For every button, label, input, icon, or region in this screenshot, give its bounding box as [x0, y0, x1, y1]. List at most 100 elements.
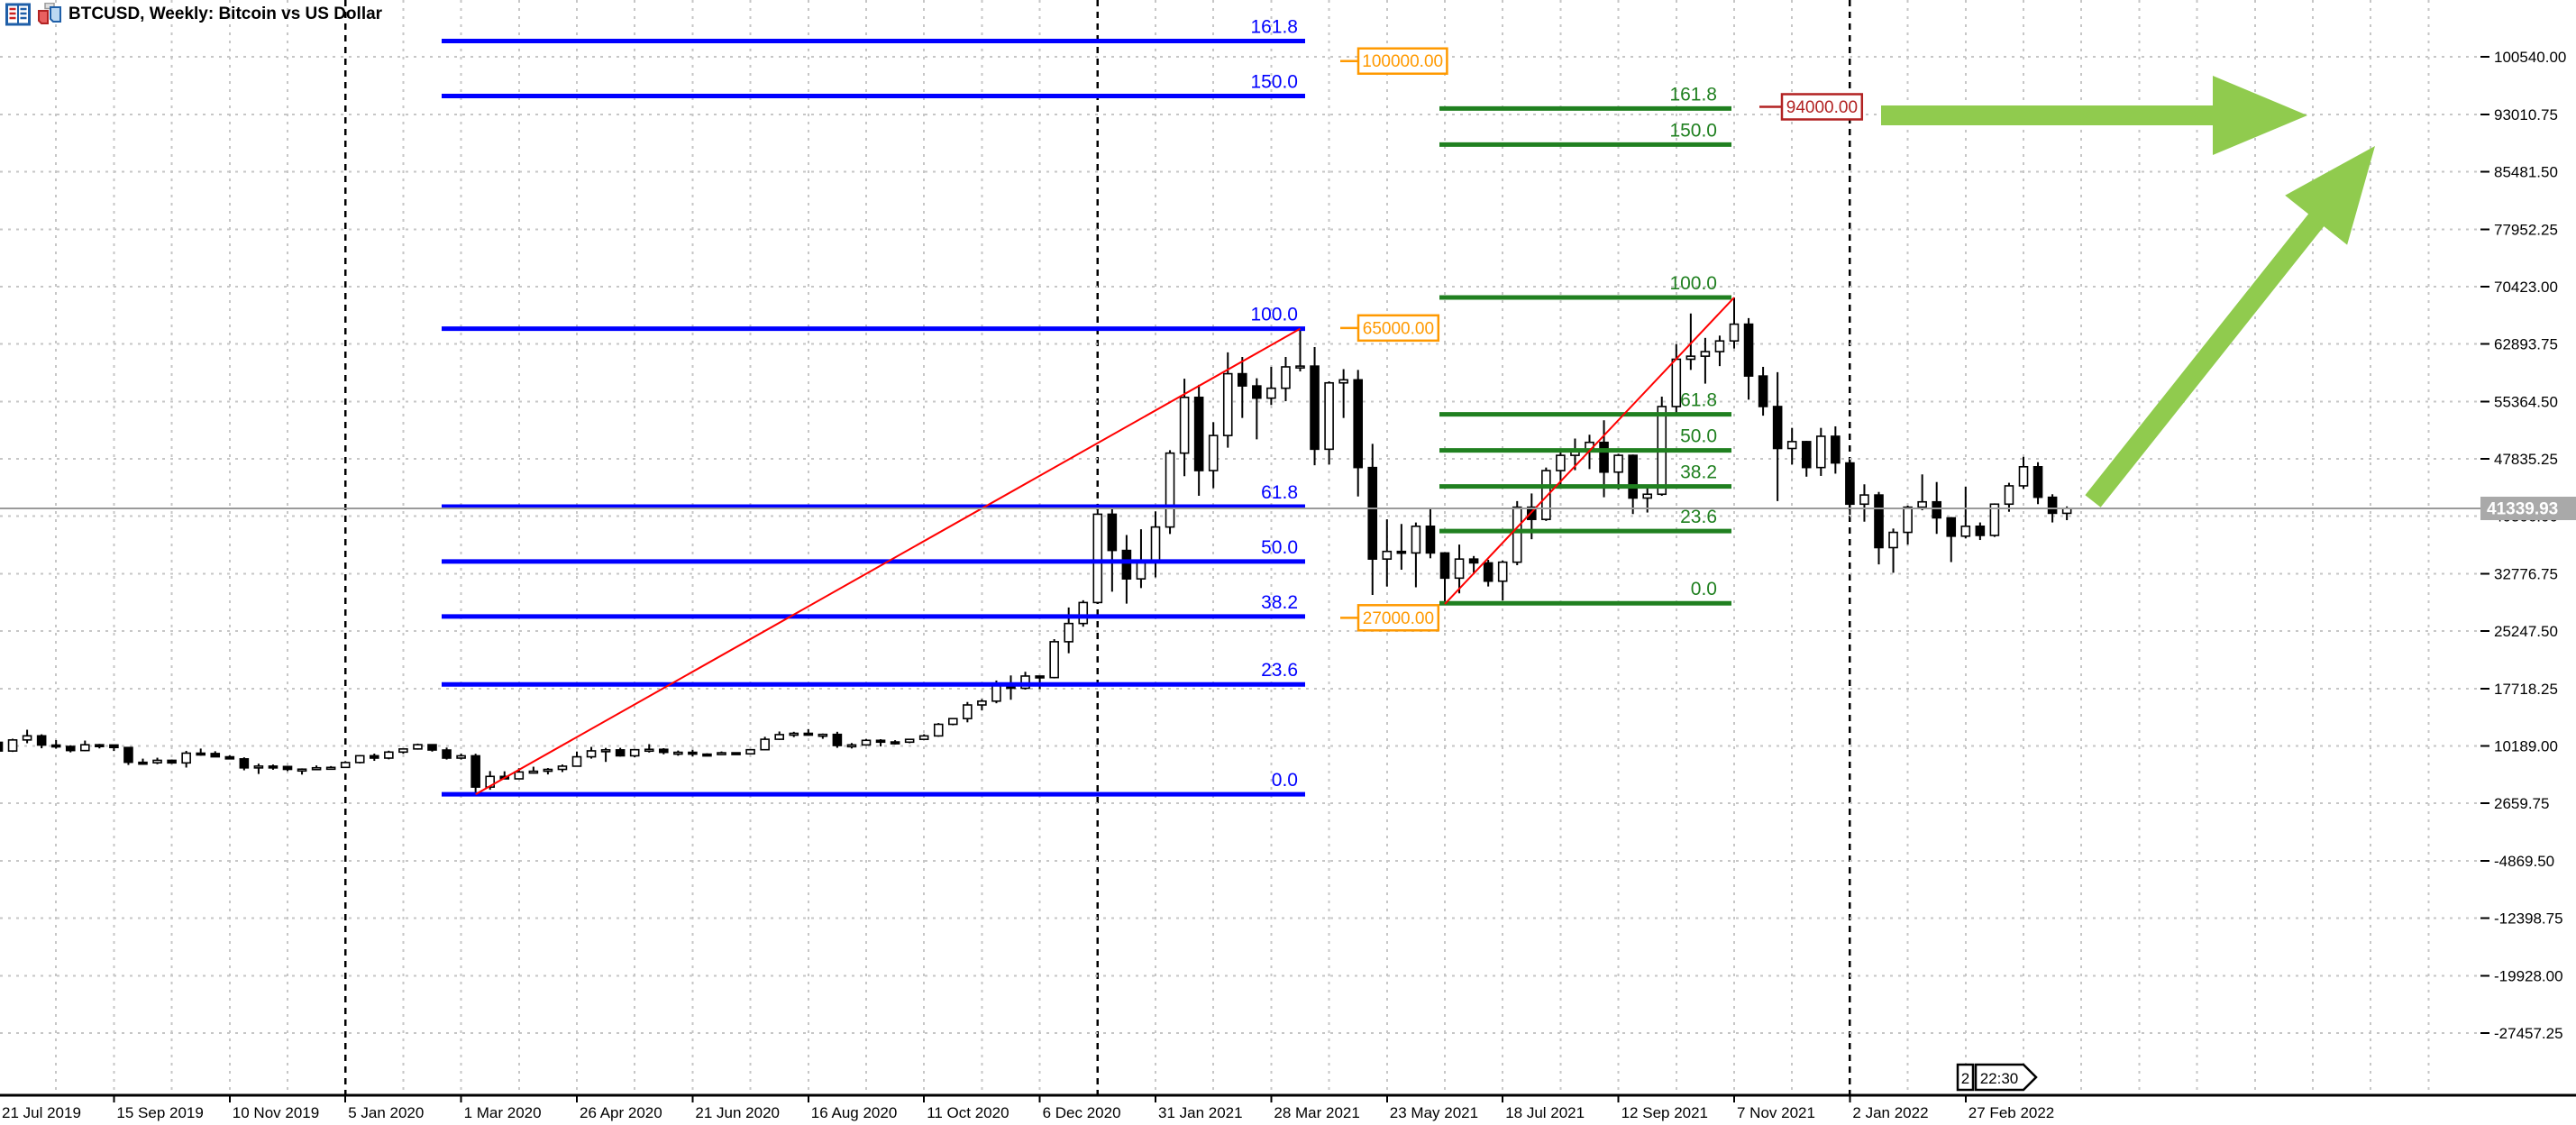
- candle: [65, 745, 76, 753]
- candle: [210, 751, 221, 758]
- chart-shift-icon[interactable]: [37, 3, 62, 26]
- candle: [1758, 366, 1768, 416]
- bar-countdown-days: 2: [1961, 1070, 1969, 1087]
- date-axis-label: 21 Jun 2020: [695, 1104, 780, 1121]
- candle: [1252, 378, 1262, 440]
- price-marker-box-100000.00[interactable]: [1357, 47, 1448, 75]
- fib-blue-level-label-38.2: 38.2: [1261, 592, 1298, 613]
- trendline-1[interactable]: [475, 327, 1301, 795]
- fib-green-level-label-161.8: 161.8: [1669, 84, 1717, 105]
- candle: [224, 755, 235, 760]
- candle: [369, 753, 379, 762]
- arrow-horizontal[interactable]: [1881, 76, 2307, 155]
- candle: [196, 748, 206, 756]
- candle: [1613, 453, 1623, 490]
- candle: [50, 740, 61, 749]
- candle: [1353, 370, 1363, 497]
- candle: [1121, 535, 1132, 604]
- candle: [1266, 366, 1276, 406]
- price-axis-label: 77952.25: [2494, 221, 2558, 238]
- fib-green-level-label-38.2: 38.2: [1680, 462, 1717, 483]
- trendline-2[interactable]: [1444, 297, 1735, 605]
- candle: [354, 755, 365, 764]
- candle: [615, 747, 626, 757]
- price-axis-label: -27457.25: [2494, 1025, 2563, 1042]
- price-marker-label: 65000.00: [1363, 319, 1434, 338]
- date-axis-label: 5 Jan 2020: [348, 1104, 424, 1121]
- date-axis-label: 28 Mar 2021: [1274, 1104, 1359, 1121]
- candle: [1310, 346, 1320, 466]
- candle: [731, 752, 741, 755]
- candle: [1483, 560, 1494, 587]
- candle: [1888, 528, 1898, 573]
- candle: [1222, 352, 1233, 448]
- candle: [803, 728, 814, 736]
- candle: [875, 739, 886, 747]
- price-axis-label: 32776.75: [2494, 565, 2558, 582]
- candle: [600, 747, 611, 763]
- price-marker-box-94000.00[interactable]: [1780, 93, 1864, 121]
- candle: [1454, 544, 1465, 594]
- candle: [7, 738, 18, 753]
- date-axis-label: 2 Jan 2022: [1852, 1104, 1928, 1121]
- arrow-diagonal[interactable]: [2085, 146, 2375, 508]
- candle: [0, 741, 4, 752]
- candle: [963, 701, 973, 723]
- fib-blue-level-label-61.8: 61.8: [1261, 482, 1298, 503]
- fib-green-level-label-50: 50.0: [1680, 426, 1717, 447]
- candle: [80, 740, 90, 752]
- candle: [789, 731, 799, 737]
- candle: [1382, 519, 1393, 587]
- price-axis-label: -4869.50: [2494, 853, 2554, 870]
- candle: [745, 748, 755, 755]
- fib-blue-level-label-161.8: 161.8: [1250, 17, 1298, 38]
- candle: [948, 718, 958, 726]
- candle: [1439, 552, 1450, 605]
- candle: [861, 738, 872, 746]
- price-axis-label: -19928.00: [2494, 967, 2563, 984]
- candle: [1685, 313, 1696, 370]
- fib-green-level-label-61.8: 61.8: [1680, 390, 1717, 411]
- date-axis-label: 6 Dec 2020: [1043, 1104, 1121, 1121]
- candle: [1049, 639, 1059, 679]
- candle: [1917, 474, 1927, 511]
- price-axis-label: 2659.75: [2494, 795, 2549, 812]
- fib-blue-level-label-150: 150.0: [1250, 71, 1298, 92]
- candle: [1078, 599, 1089, 627]
- candle: [832, 731, 843, 748]
- fib-green-level-label-0: 0.0: [1691, 579, 1717, 599]
- candle: [253, 764, 264, 774]
- candle: [904, 738, 915, 744]
- candle: [1946, 517, 1957, 562]
- price-axis-label: 100540.00: [2494, 49, 2566, 66]
- date-axis-label: 31 Jan 2021: [1158, 1104, 1243, 1121]
- candle: [1193, 384, 1204, 496]
- market-watch-icon[interactable]: [5, 3, 31, 26]
- candle: [1107, 508, 1118, 592]
- price-axis-label: 93010.75: [2494, 106, 2558, 123]
- candle: [977, 699, 987, 711]
- candle: [109, 744, 119, 752]
- candle: [1700, 337, 1711, 384]
- candle: [325, 765, 336, 771]
- candle: [36, 734, 47, 749]
- candle: [413, 743, 423, 750]
- candle: [1714, 335, 1725, 367]
- price-axis-label: 10189.00: [2494, 738, 2558, 755]
- candle: [181, 750, 191, 768]
- date-axis-label: 1 Mar 2020: [464, 1104, 542, 1121]
- fib-blue-level-label-50: 50.0: [1261, 537, 1298, 558]
- candle: [933, 723, 944, 737]
- candle: [1874, 491, 1884, 565]
- candle: [1281, 356, 1291, 402]
- price-marker-box-65000.00[interactable]: [1357, 314, 1440, 343]
- price-marker-box-27000.00[interactable]: [1357, 604, 1440, 632]
- date-axis-label: 26 Apr 2020: [580, 1104, 662, 1121]
- candle: [846, 743, 857, 749]
- candle: [456, 753, 466, 760]
- candle: [340, 761, 351, 769]
- candle: [297, 768, 307, 775]
- chart-title: BTCUSD, Weekly: Bitcoin vs US Dollar: [69, 5, 383, 23]
- fib-green-level-label-23.6: 23.6: [1680, 507, 1717, 527]
